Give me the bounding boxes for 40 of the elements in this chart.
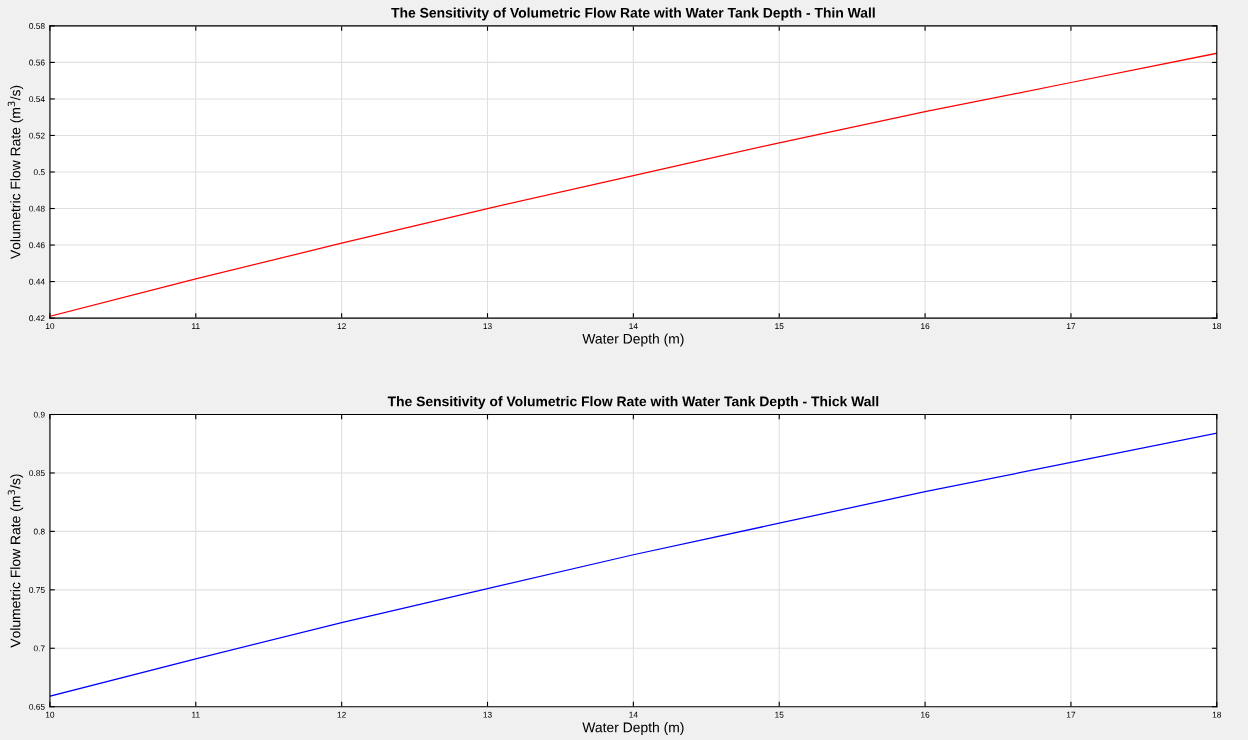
chart-title: The Sensitivity of Volumetric Flow Rate with Water Tank Depth - Thin Wall — [391, 7, 875, 21]
x-tick-label: 18 — [1212, 711, 1222, 718]
y-tick-label: 0.65 — [29, 703, 45, 710]
y-tick-label: 0.9 — [33, 411, 45, 418]
y-tick-label: 0.42 — [29, 315, 45, 322]
x-tick-label: 12 — [337, 711, 346, 718]
x-tick-label: 15 — [775, 323, 784, 330]
x-tick-label: 11 — [192, 323, 200, 329]
y-tick-label: 0.48 — [29, 205, 45, 212]
x-tick-label: 10 — [45, 711, 55, 718]
x-tick-label: 13 — [483, 711, 492, 718]
x-tick-label: 14 — [629, 711, 638, 718]
x-tick-label: 10 — [45, 323, 55, 330]
x-tick-label: 12 — [337, 323, 346, 329]
chart-title: The Sensitivity of Volumetric Flow Rate with Water Tank Depth - Thick Wall — [387, 396, 879, 410]
y-tick-label: 0.7 — [33, 645, 45, 652]
x-axis-title: Water Depth (m) — [582, 333, 684, 347]
y-tick-label: 0.5 — [33, 169, 45, 176]
y-tick-label: 0.56 — [29, 59, 45, 66]
y-tick-label: 0.58 — [29, 23, 45, 29]
x-axis-title: Water Depth (m) — [582, 722, 684, 736]
y-tick-label: 0.52 — [29, 132, 45, 139]
x-tick-label: 11 — [192, 711, 200, 718]
y-tick-label: 0.46 — [29, 242, 45, 249]
y-axis-title: Volumetric Flow Rate (m$^{3}$/s) — [7, 85, 24, 260]
x-tick-label: 17 — [1066, 711, 1076, 718]
x-tick-label: 18 — [1212, 323, 1222, 330]
line-series — [49, 432, 1217, 697]
y-tick-label: 0.75 — [29, 587, 45, 593]
x-tick-label: 16 — [921, 323, 930, 330]
x-tick-label: 14 — [629, 323, 638, 329]
x-tick-label: 17 — [1066, 323, 1076, 329]
x-tick-label: 15 — [775, 711, 784, 718]
y-tick-label: 0.85 — [29, 470, 45, 477]
y-axis-title: Volumetric Flow Rate (m$^{3}$/s) — [7, 474, 24, 648]
y-tick-label: 0.44 — [29, 278, 45, 285]
y-tick-label: 0.8 — [33, 528, 45, 535]
x-tick-label: 16 — [921, 711, 930, 718]
y-tick-label: 0.54 — [29, 96, 45, 103]
x-tick-label: 13 — [483, 323, 492, 330]
